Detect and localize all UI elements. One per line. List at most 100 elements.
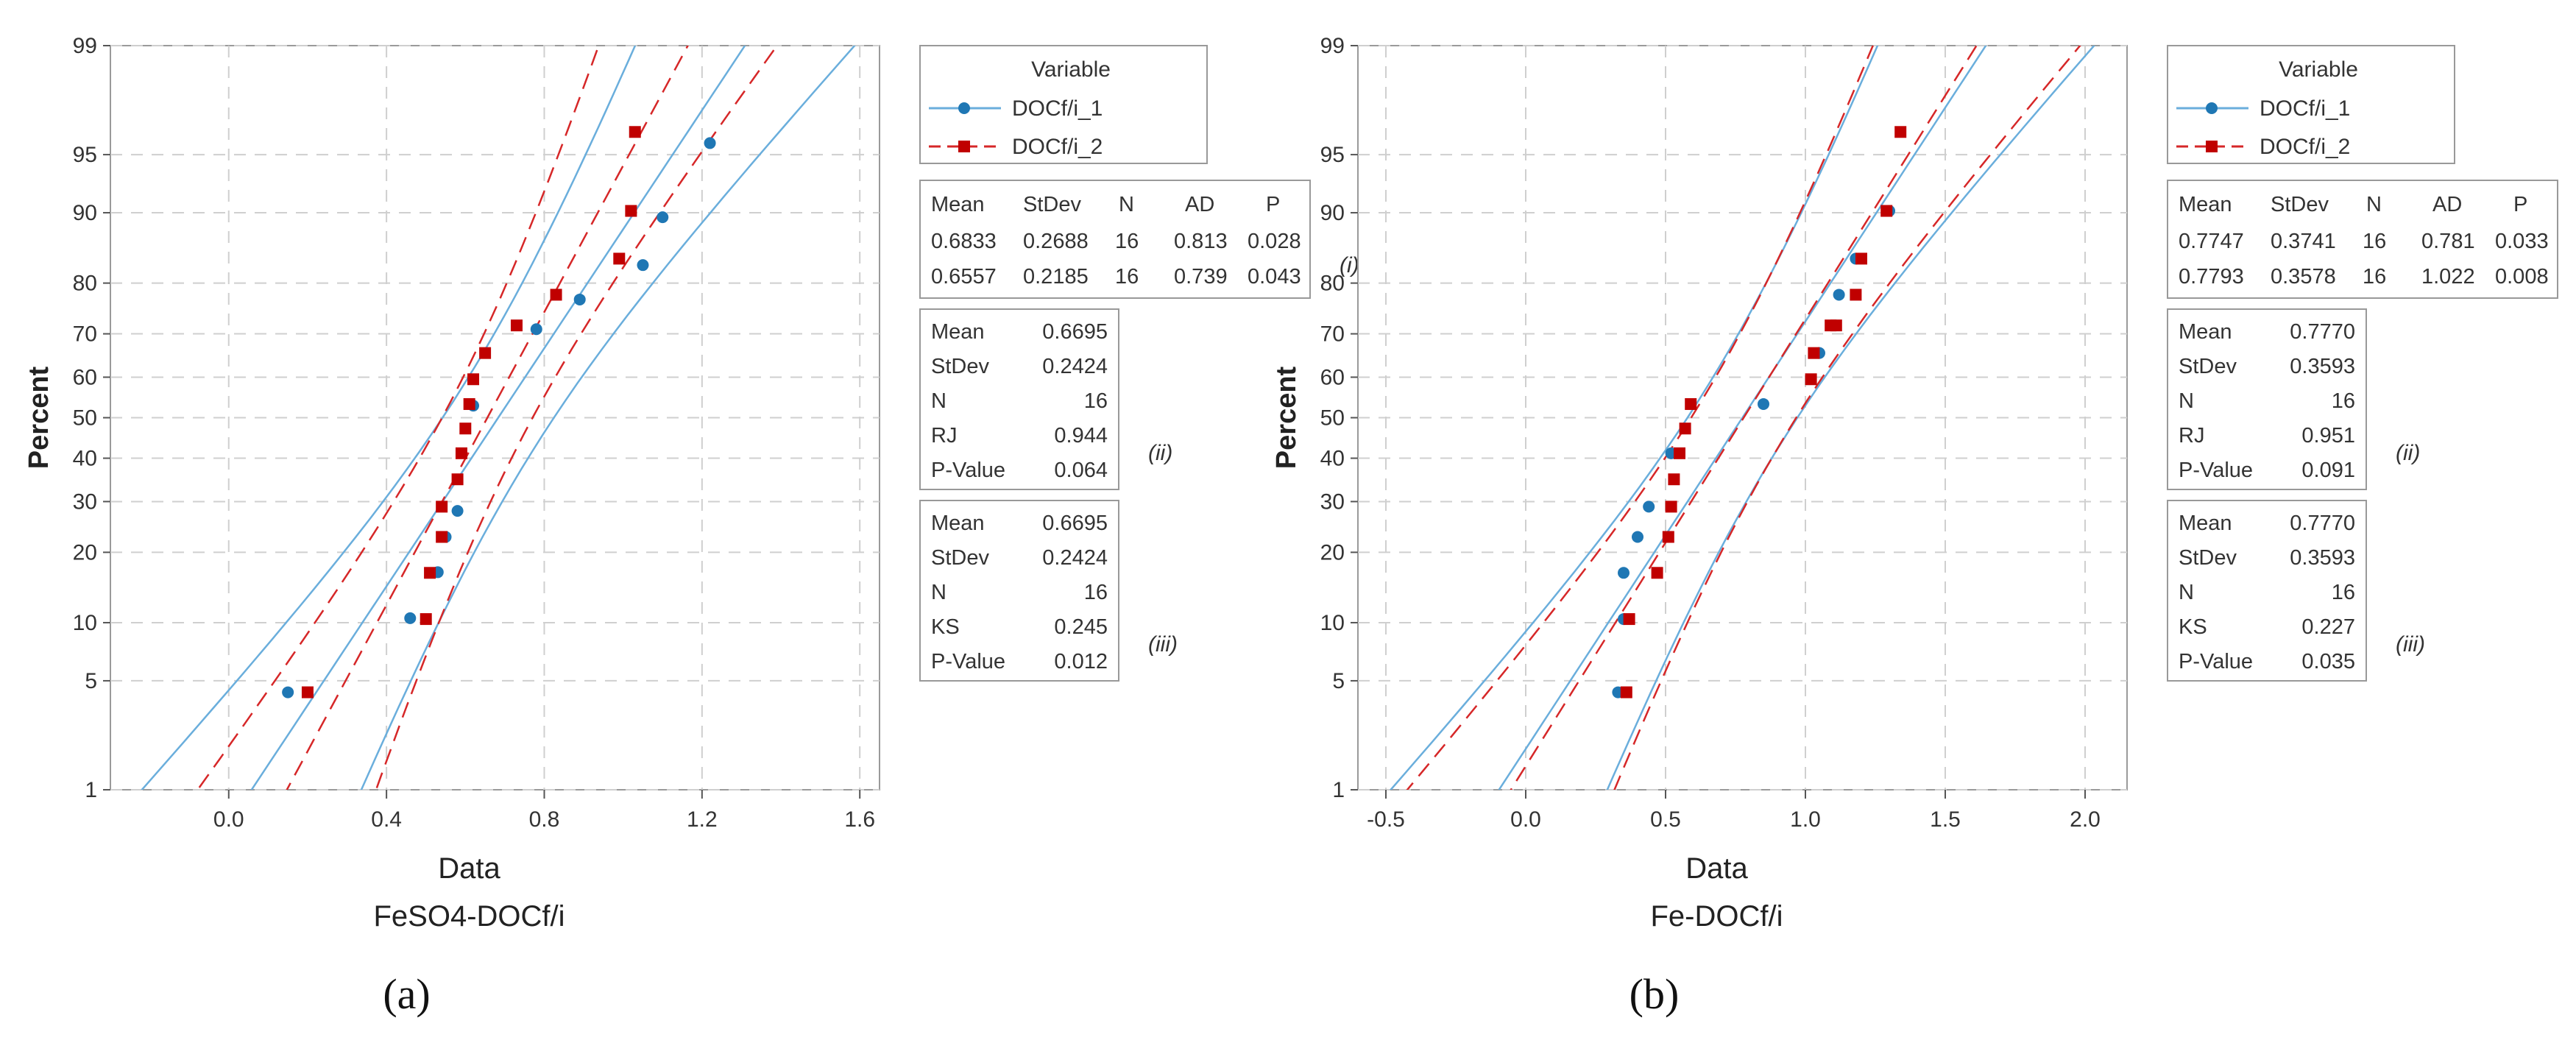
stats-i-header: StDev [2271,193,2329,216]
stats-row-value: 0.227 [2301,615,2355,639]
data-point-series-2 [455,447,467,459]
stats-tag: (iii) [2396,632,2425,657]
data-point-series-1 [1643,501,1655,513]
stats-row-value: 0.7770 [2290,320,2355,344]
stats-row-label: P-Value [931,459,1005,482]
stats-row-label: Mean [2179,512,2232,535]
stats-row-value: 16 [1084,581,1108,604]
data-point-series-2 [1662,531,1674,543]
data-point-series-2 [629,126,641,138]
stats-i-cell: 1.022 [2421,265,2475,289]
data-point-series-1 [404,612,417,624]
data-point-series-2 [1674,447,1685,459]
data-point-series-2 [550,289,562,301]
stats-row-label: StDev [2179,355,2237,378]
plot-area [110,45,880,790]
y-tick-label: 90 [73,201,97,225]
ci-band-series-2 [375,46,779,790]
stats-i-cell: 0.033 [2495,230,2549,253]
ci-band-series-2 [197,46,600,790]
data-point-series-2 [420,613,432,626]
stats-row-value: 0.6695 [1042,320,1108,344]
stats-table-i [919,180,1311,299]
ci-band-series-1 [360,46,856,790]
stats-row-value: 0.6695 [1042,512,1108,535]
data-point-series-2 [1805,373,1817,386]
x-tick-label: -0.5 [1367,807,1405,832]
stats-i-cell: 0.043 [1248,265,1301,289]
panel-label: (b) [1630,970,1680,1018]
stats-row-label: StDev [931,355,989,378]
stats-i-header: AD [1185,193,1214,216]
fit-line-series-2 [1510,46,1978,790]
data-point-series-2 [479,347,492,359]
stats-row-value: 0.951 [2301,424,2355,448]
stats-row-value: 0.091 [2301,459,2355,482]
data-point-series-2 [301,686,314,698]
fit-line-series-1 [1498,46,1987,790]
y-tick-label: 1 [1332,778,1345,802]
legend-marker-series-1 [958,102,970,114]
stats-row-label: Mean [2179,320,2232,344]
y-tick-label: 80 [1320,272,1345,296]
stats-i-cell: 0.028 [1248,230,1301,253]
stats-table-iii [919,500,1119,682]
data-point-series-2 [424,567,436,579]
x-tick-label: 1.6 [844,807,875,832]
ci-band-series-2 [1613,46,2081,790]
legend-title: Variable [1031,57,1111,82]
x-tick-label: 0.8 [529,807,560,832]
data-point-series-1 [1632,531,1643,543]
stats-i-tag: (i) [1340,253,1359,277]
y-tick-label: 1 [85,778,97,802]
ci-band-series-1 [141,46,637,790]
stats-row-value: 0.035 [2301,650,2355,673]
x-tick-label: 0.0 [213,807,244,832]
ci-band-series-1 [1606,46,2095,790]
y-tick-label: 20 [73,540,97,565]
stats-i-cell: 16 [1115,230,1139,253]
stats-table-i [2167,180,2558,299]
x-axis-title: Data [1685,852,1748,885]
stats-i-cell: 16 [2363,265,2386,289]
stats-row-value: 0.7770 [2290,512,2355,535]
y-tick-label: 10 [1320,611,1345,635]
stats-row-label: RJ [931,424,957,448]
stats-i-cell: 0.6557 [931,265,997,289]
data-point-series-2 [613,252,626,265]
data-point-series-1 [530,323,542,336]
data-point-series-2 [1623,613,1635,626]
fit-line-series-1 [250,46,746,790]
data-point-series-2 [625,205,637,217]
data-point-series-1 [657,211,669,224]
y-tick-label: 95 [1320,143,1345,167]
stats-i-cell: 0.739 [1174,265,1228,289]
legend-marker-series-1 [2206,102,2218,114]
y-axis-title: Percent [1271,366,1302,469]
legend-label-series-2: DOCf/i_2 [1012,135,1103,159]
y-tick-label: 80 [73,272,97,296]
stats-table-ii [919,308,1119,490]
stats-i-header: N [1119,193,1134,216]
data-point-series-2 [1850,289,1862,301]
stats-row-label: P-Value [931,650,1005,673]
x-tick-label: 0.4 [371,807,402,832]
ci-band-series-1 [1389,46,1879,790]
data-point-series-2 [1685,397,1697,410]
stats-table-iii [2167,500,2367,682]
stats-row-value: 0.944 [1054,424,1108,448]
stats-i-cell: 0.813 [1174,230,1228,253]
stats-i-cell: 0.7747 [2179,230,2244,253]
stats-row-value: 0.064 [1054,459,1108,482]
stats-row-value: 16 [2332,581,2355,604]
stats-row-label: StDev [931,546,989,570]
data-point-series-2 [451,473,464,486]
legend-label-series-2: DOCf/i_2 [2260,135,2350,159]
fit-line-series-2 [286,46,689,790]
data-point-series-2 [1665,501,1677,513]
data-point-series-2 [1880,205,1893,217]
data-point-series-1 [637,259,649,272]
x-tick-label: 1.5 [1930,807,1961,832]
stats-i-header: P [2513,193,2527,216]
data-point-series-2 [1808,347,1820,359]
